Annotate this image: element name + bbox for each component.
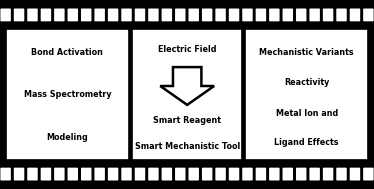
Text: Metal Ion and: Metal Ion and <box>276 109 338 118</box>
FancyBboxPatch shape <box>121 9 132 21</box>
FancyBboxPatch shape <box>81 9 92 21</box>
FancyBboxPatch shape <box>202 168 212 180</box>
FancyBboxPatch shape <box>229 9 239 21</box>
Bar <box>132 29 242 160</box>
Bar <box>6 29 129 160</box>
Text: Ligand Effects: Ligand Effects <box>275 138 339 147</box>
FancyBboxPatch shape <box>188 168 199 180</box>
FancyBboxPatch shape <box>229 168 239 180</box>
FancyBboxPatch shape <box>282 168 293 180</box>
FancyBboxPatch shape <box>94 168 105 180</box>
FancyBboxPatch shape <box>94 9 105 21</box>
FancyBboxPatch shape <box>242 9 253 21</box>
FancyBboxPatch shape <box>282 9 293 21</box>
FancyBboxPatch shape <box>363 168 374 180</box>
FancyBboxPatch shape <box>350 168 360 180</box>
FancyBboxPatch shape <box>108 168 118 180</box>
FancyBboxPatch shape <box>202 9 212 21</box>
Text: Reactivity: Reactivity <box>284 78 329 87</box>
FancyBboxPatch shape <box>175 9 186 21</box>
FancyBboxPatch shape <box>0 168 11 180</box>
FancyBboxPatch shape <box>256 9 266 21</box>
FancyBboxPatch shape <box>175 168 186 180</box>
FancyBboxPatch shape <box>135 9 145 21</box>
FancyBboxPatch shape <box>323 9 333 21</box>
FancyBboxPatch shape <box>269 9 280 21</box>
FancyBboxPatch shape <box>162 168 172 180</box>
Text: Mechanistic Variants: Mechanistic Variants <box>259 48 354 57</box>
FancyBboxPatch shape <box>54 9 65 21</box>
FancyBboxPatch shape <box>108 9 118 21</box>
Text: Modeling: Modeling <box>46 132 88 142</box>
FancyBboxPatch shape <box>162 9 172 21</box>
Text: Bond Activation: Bond Activation <box>31 48 103 57</box>
FancyBboxPatch shape <box>54 168 65 180</box>
FancyBboxPatch shape <box>309 168 320 180</box>
FancyBboxPatch shape <box>68 9 78 21</box>
FancyBboxPatch shape <box>27 9 38 21</box>
FancyBboxPatch shape <box>215 9 226 21</box>
FancyBboxPatch shape <box>350 9 360 21</box>
FancyBboxPatch shape <box>336 168 347 180</box>
FancyBboxPatch shape <box>188 9 199 21</box>
FancyBboxPatch shape <box>256 168 266 180</box>
FancyBboxPatch shape <box>14 9 24 21</box>
FancyBboxPatch shape <box>336 9 347 21</box>
FancyBboxPatch shape <box>363 9 374 21</box>
FancyBboxPatch shape <box>215 168 226 180</box>
FancyBboxPatch shape <box>269 168 280 180</box>
FancyBboxPatch shape <box>309 9 320 21</box>
Text: Smart Mechanistic Tool: Smart Mechanistic Tool <box>135 142 240 151</box>
FancyBboxPatch shape <box>135 168 145 180</box>
FancyBboxPatch shape <box>41 9 51 21</box>
Text: Mass Spectrometry: Mass Spectrometry <box>24 90 111 99</box>
FancyBboxPatch shape <box>81 168 92 180</box>
FancyBboxPatch shape <box>41 168 51 180</box>
Polygon shape <box>160 67 214 105</box>
FancyBboxPatch shape <box>296 168 306 180</box>
FancyBboxPatch shape <box>0 9 11 21</box>
FancyBboxPatch shape <box>14 168 24 180</box>
FancyBboxPatch shape <box>296 9 306 21</box>
Text: Smart Reagent: Smart Reagent <box>153 116 221 125</box>
FancyBboxPatch shape <box>148 9 159 21</box>
FancyBboxPatch shape <box>68 168 78 180</box>
Text: Electric Field: Electric Field <box>158 45 217 54</box>
FancyBboxPatch shape <box>148 168 159 180</box>
FancyBboxPatch shape <box>242 168 253 180</box>
FancyBboxPatch shape <box>323 168 333 180</box>
FancyBboxPatch shape <box>121 168 132 180</box>
FancyBboxPatch shape <box>27 168 38 180</box>
Bar <box>245 29 368 160</box>
